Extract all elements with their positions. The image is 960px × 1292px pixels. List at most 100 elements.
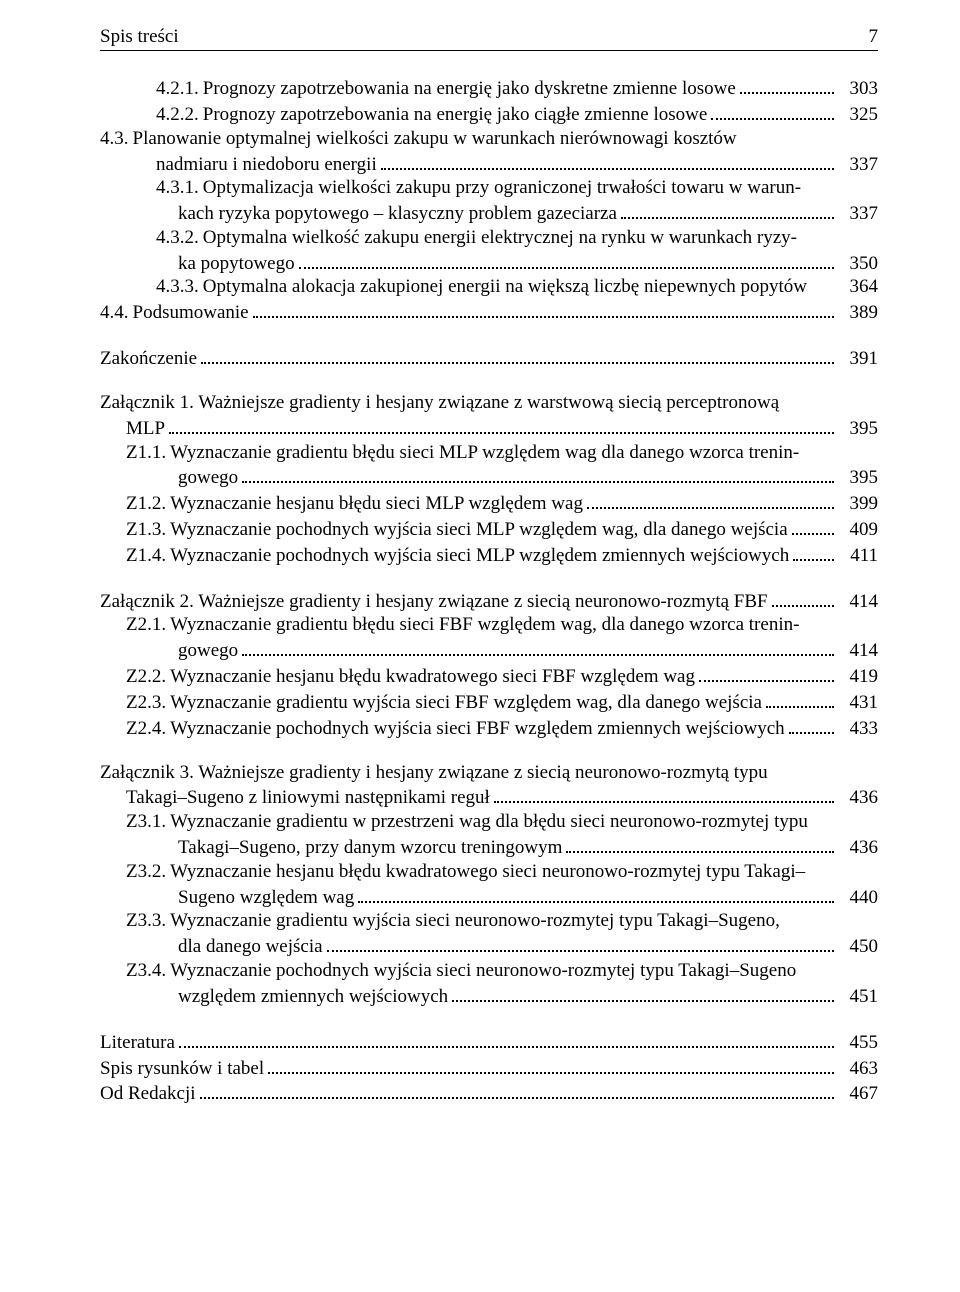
toc-entry-number: Z1.4. xyxy=(126,544,170,568)
toc-entry: Z3.2.Wyznaczanie hesjanu błędu kwadratow… xyxy=(100,860,878,910)
toc-leader-dots xyxy=(242,464,834,483)
toc-entry-text: Takagi–Sugeno, przy danym wzorcu trening… xyxy=(178,836,562,860)
toc-entry-text: Wyznaczanie pochodnych wyjścia sieci neu… xyxy=(170,959,878,983)
toc-entry-page: 391 xyxy=(838,347,878,371)
toc-entry-number: Z3.3. xyxy=(126,909,170,933)
toc-leader-dots xyxy=(793,542,834,561)
toc-entry-firstline: Załącznik 3. Ważniejsze gradienty i hesj… xyxy=(100,761,878,785)
toc-entry-page: 436 xyxy=(838,836,878,860)
toc-entry-page: 436 xyxy=(838,786,878,810)
toc-entry-page: 411 xyxy=(838,544,878,568)
toc-entry-text: Wyznaczanie pochodnych wyjścia sieci FBF… xyxy=(170,717,785,741)
toc-entry-text: Załącznik 2. Ważniejsze gradienty i hesj… xyxy=(100,590,768,614)
toc-leader-dots xyxy=(268,1054,834,1073)
toc-entry-lastline: względem zmiennych wejściowych451 xyxy=(100,983,878,1009)
toc-entry-number: Z3.4. xyxy=(126,959,170,983)
toc-entry: 4.3.3.Optymalna alokacja zakupionej ener… xyxy=(100,275,878,299)
toc-entry-text: Takagi–Sugeno z liniowymi następnikami r… xyxy=(126,786,490,810)
toc-leader-dots xyxy=(772,588,834,607)
toc-entry-number: 4.2.1. xyxy=(156,77,203,101)
toc-entry-page: 337 xyxy=(838,202,878,226)
toc-leader-dots xyxy=(587,490,834,509)
toc-entry-page: 337 xyxy=(838,153,878,177)
toc-entry-number: 4.4. xyxy=(100,301,133,325)
toc-entry-text: Wyznaczanie pochodnych wyjścia sieci MLP… xyxy=(170,544,789,568)
section-gap xyxy=(100,325,878,345)
section-gap xyxy=(100,371,878,391)
toc-entry-text: Wyznaczanie gradientu w przestrzeni wag … xyxy=(170,810,878,834)
toc-entry-text: gowego xyxy=(178,466,238,490)
toc-leader-dots xyxy=(201,345,834,364)
toc-entry-text: Optymalizacja wielkości zakupu przy ogra… xyxy=(203,176,878,200)
toc-entry-lastline: nadmiaru i niedoboru energii337 xyxy=(100,150,878,176)
toc-entry-page: 431 xyxy=(838,691,878,715)
toc-leader-dots xyxy=(327,933,834,952)
toc-entry-number: Z1.3. xyxy=(126,518,170,542)
toc-entry-lastline: dla danego wejścia 450 xyxy=(100,933,878,959)
toc-entry-lastline: kach ryzyka popytowego – klasyczny probl… xyxy=(100,200,878,226)
toc-entry: 4.4.Podsumowanie389 xyxy=(100,299,878,325)
toc-entry-text: Załącznik 3. Ważniejsze gradienty i hesj… xyxy=(100,761,878,785)
toc-leader-dots xyxy=(699,663,834,682)
toc-entry-text: względem zmiennych wejściowych xyxy=(178,985,448,1009)
toc-entry: Z2.1.Wyznaczanie gradientu błędu sieci F… xyxy=(100,613,878,663)
toc-entry-page: 395 xyxy=(838,417,878,441)
toc-entry-page: 450 xyxy=(838,935,878,959)
toc-entry: Załącznik 1. Ważniejsze gradienty i hesj… xyxy=(100,391,878,441)
toc-entry: 4.3.1.Optymalizacja wielkości zakupu prz… xyxy=(100,176,878,226)
toc-entry: Z2.3.Wyznaczanie gradientu wyjścia sieci… xyxy=(100,689,878,715)
toc-leader-dots xyxy=(711,101,834,120)
table-of-contents: 4.2.1.Prognozy zapotrzebowania na energi… xyxy=(100,75,878,1106)
toc-leader-dots xyxy=(566,834,834,853)
toc-entry-text: Wyznaczanie gradientu błędu sieci MLP wz… xyxy=(170,441,878,465)
toc-entry-number: 4.3.1. xyxy=(156,176,203,200)
toc-entry-text: Podsumowanie xyxy=(133,301,249,325)
toc-leader-dots xyxy=(792,516,834,535)
toc-entry-text: Prognozy zapotrzebowania na energię jako… xyxy=(203,77,736,101)
toc-entry-text: gowego xyxy=(178,639,238,663)
toc-entry-number: Z2.1. xyxy=(126,613,170,637)
toc-entry-number: Z1.1. xyxy=(126,441,170,465)
page: Spis treści 7 4.2.1.Prognozy zapotrzebow… xyxy=(0,0,960,1156)
toc-entry: Z2.4.Wyznaczanie pochodnych wyjścia siec… xyxy=(100,715,878,741)
toc-entry-page: 433 xyxy=(838,717,878,741)
toc-entry-text: Spis rysunków i tabel xyxy=(100,1057,264,1081)
toc-entry-text: ka popytowego xyxy=(178,252,295,276)
toc-entry-lastline: ka popytowego 350 xyxy=(100,250,878,276)
toc-entry: Z2.2.Wyznaczanie hesjanu błędu kwadratow… xyxy=(100,663,878,689)
toc-entry-page: 325 xyxy=(838,103,878,127)
toc-entry-text: MLP xyxy=(126,417,165,441)
toc-entry: 4.2.2.Prognozy zapotrzebowania na energi… xyxy=(100,101,878,127)
toc-entry-number: 4.2.2. xyxy=(156,103,203,127)
toc-entry-text: dla danego wejścia xyxy=(178,935,323,959)
toc-entry: Z3.4.Wyznaczanie pochodnych wyjścia siec… xyxy=(100,959,878,1009)
toc-entry: Z1.2.Wyznaczanie hesjanu błędu sieci MLP… xyxy=(100,490,878,516)
toc-entry: Spis rysunków i tabel 463 xyxy=(100,1054,878,1080)
toc-leader-dots xyxy=(494,784,834,803)
toc-entry: Załącznik 3. Ważniejsze gradienty i hesj… xyxy=(100,761,878,811)
toc-entry-lastline: gowego 414 xyxy=(100,637,878,663)
toc-entry: Od Redakcji467 xyxy=(100,1080,878,1106)
toc-entry-firstline: 4.3.Planowanie optymalnej wielkości zaku… xyxy=(100,127,878,151)
toc-entry-number: 4.3.3. xyxy=(156,275,203,299)
toc-entry-text: Wyznaczanie pochodnych wyjścia sieci MLP… xyxy=(170,518,788,542)
toc-entry-text: Wyznaczanie hesjanu błędu kwadratowego s… xyxy=(170,860,878,884)
toc-entry-text: Literatura xyxy=(100,1031,175,1055)
toc-entry: Z3.3.Wyznaczanie gradientu wyjścia sieci… xyxy=(100,909,878,959)
toc-entry-number: Z3.2. xyxy=(126,860,170,884)
toc-entry-text: Sugeno względem wag xyxy=(178,886,354,910)
toc-leader-dots xyxy=(621,200,834,219)
toc-entry-page: 350 xyxy=(838,252,878,276)
toc-entry-firstline: Z3.1.Wyznaczanie gradientu w przestrzeni… xyxy=(100,810,878,834)
toc-entry-text: Wyznaczanie gradientu błędu sieci FBF wz… xyxy=(170,613,878,637)
toc-entry: Z3.1.Wyznaczanie gradientu w przestrzeni… xyxy=(100,810,878,860)
toc-entry-page: 455 xyxy=(838,1031,878,1055)
toc-entry-firstline: Z3.2.Wyznaczanie hesjanu błędu kwadratow… xyxy=(100,860,878,884)
page-header: Spis treści 7 xyxy=(100,26,878,51)
toc-leader-dots xyxy=(452,983,834,1002)
toc-entry-page: 414 xyxy=(838,639,878,663)
toc-entry-page: 463 xyxy=(838,1057,878,1081)
toc-entry-firstline: Załącznik 1. Ważniejsze gradienty i hesj… xyxy=(100,391,878,415)
toc-entry-firstline: Z3.4.Wyznaczanie pochodnych wyjścia siec… xyxy=(100,959,878,983)
toc-leader-dots xyxy=(358,884,834,903)
